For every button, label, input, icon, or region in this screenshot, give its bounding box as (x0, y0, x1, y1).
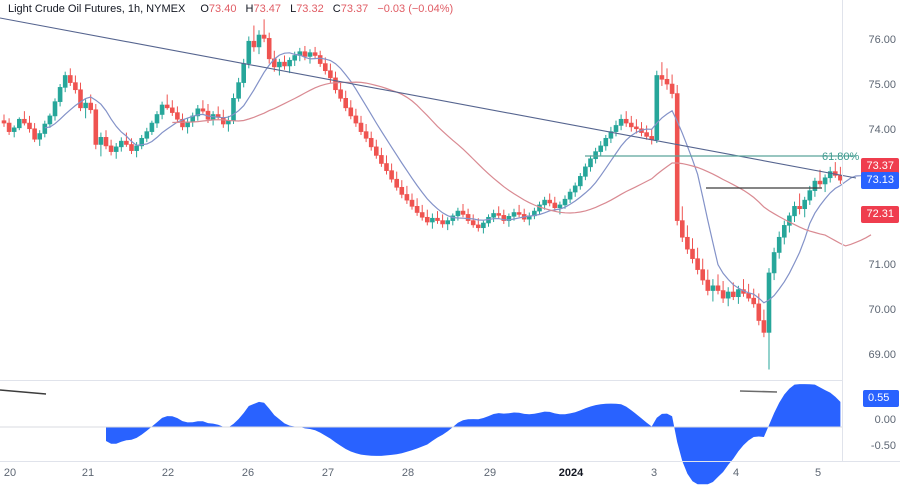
low-label: L (290, 3, 297, 15)
symbol-title[interactable]: Light Crude Oil Futures, 1h, NYMEX (8, 3, 186, 15)
time-axis-tick: 5 (814, 467, 822, 479)
time-axis-separator (0, 461, 900, 462)
indicator-axis[interactable]: 0.55 0.00 -0.50 (842, 382, 900, 462)
price-axis-tick: 69.00 (868, 349, 896, 361)
price-axis-tick: 75.00 (868, 79, 896, 91)
time-axis[interactable]: 20 21 22 26 27 28 29 2024 3 4 5 (0, 461, 900, 487)
time-axis-tick: 4 (732, 467, 740, 479)
candlestick-series (1, 19, 843, 370)
indicator-axis-tick: -0.50 (870, 440, 896, 452)
time-axis-tick: 3 (650, 467, 658, 479)
last-price-badge[interactable]: 73.13 (861, 172, 899, 189)
price-axis-tick: 76.00 (868, 34, 896, 46)
time-axis-tick: 27 (321, 467, 335, 479)
oscillator-value-badge[interactable]: 0.55 (863, 390, 899, 407)
close-label: C (332, 3, 341, 15)
time-axis-tick: 29 (483, 467, 497, 479)
low-marker-badge[interactable]: 72.31 (861, 206, 899, 223)
price-axis-tick: 70.00 (868, 304, 896, 316)
chart-legend: Light Crude Oil Futures, 1h, NYMEX O73.4… (8, 2, 453, 16)
time-axis-tick: 22 (161, 467, 175, 479)
price-axis-tick: 71.00 (868, 259, 896, 271)
price-axis-separator (842, 0, 843, 461)
open-label: O (200, 3, 209, 15)
time-axis-tick: 28 (401, 467, 415, 479)
low-value: 73.32 (296, 3, 324, 15)
time-axis-tick: 2024 (558, 467, 584, 479)
fib-level-label[interactable]: 61.80% (822, 151, 860, 163)
high-label: H (245, 3, 254, 15)
indicator-axis-tick: 0.00 (874, 414, 896, 426)
time-axis-tick: 26 (241, 467, 255, 479)
high-marker-badge[interactable]: 73.37 (861, 158, 899, 175)
panel-separator (0, 380, 842, 381)
close-value: 73.37 (340, 3, 369, 15)
moving-average-slow (172, 81, 872, 247)
price-axis-tick: 74.00 (868, 124, 896, 136)
time-axis-tick: 20 (3, 467, 17, 479)
open-value: 73.40 (208, 3, 237, 15)
time-axis-tick: 21 (81, 467, 95, 479)
price-axis[interactable]: 76.0075.0074.0072.0071.0070.0069.0073.37… (842, 0, 900, 380)
high-value: 73.47 (253, 3, 281, 15)
change-value: −0.03 (−0.04%) (377, 3, 454, 15)
oscillator-series (0, 384, 842, 485)
drawing-tools[interactable] (0, 17, 857, 395)
moving-average-fast (44, 52, 872, 304)
